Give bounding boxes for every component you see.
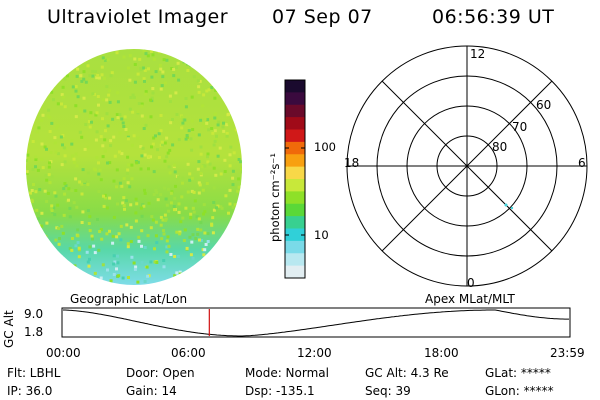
info-gc-alt: GC Alt: 4.3 Re bbox=[365, 366, 449, 380]
info-seq: Seq: 39 bbox=[365, 384, 411, 398]
colorbar-tick-10: 10 bbox=[314, 228, 329, 242]
polar-lat-60: 60 bbox=[536, 98, 552, 112]
polar-label-6: 6 bbox=[578, 156, 586, 170]
timeline-xtick-4: 23:59 bbox=[550, 346, 585, 360]
colorbar-swatch bbox=[285, 253, 305, 267]
colorbar-swatch bbox=[285, 166, 305, 180]
timeline-plot bbox=[61, 307, 571, 338]
colorbar-swatch bbox=[285, 179, 305, 192]
info-glat: GLat: ***** bbox=[485, 366, 551, 380]
colorbar-swatch bbox=[285, 117, 305, 130]
colorbar-swatch bbox=[285, 80, 305, 93]
timeline-xtick-2: 12:00 bbox=[297, 346, 332, 360]
timeline-xtick-1: 06:00 bbox=[171, 346, 206, 360]
polar-label-12: 12 bbox=[470, 47, 486, 61]
info-glon: GLon: ***** bbox=[485, 384, 554, 398]
colorbar-swatch bbox=[285, 129, 305, 143]
altitude-curve bbox=[63, 309, 569, 337]
timeline-ytick-max: 9.0 bbox=[24, 307, 44, 321]
timeline-ytick-min: 1.8 bbox=[24, 325, 44, 339]
colorbar-swatch bbox=[285, 141, 305, 155]
colorbar-swatch bbox=[285, 154, 305, 168]
colorbar-swatch bbox=[285, 216, 305, 229]
instrument-title: Ultraviolet Imager bbox=[47, 6, 229, 28]
timeline-right-title: Apex MLat/MLT bbox=[425, 292, 515, 306]
info-dsp: Dsp: -135.1 bbox=[245, 384, 315, 398]
timeline-xtick-0: 00:00 bbox=[46, 346, 81, 360]
colorbar-swatch bbox=[285, 203, 305, 217]
timeline-xtick-3: 18:00 bbox=[424, 346, 459, 360]
colorbar-unit-label: photon cm⁻²s⁻¹ bbox=[268, 153, 282, 242]
polar-lat-70: 70 bbox=[512, 120, 528, 134]
colorbar-swatch bbox=[285, 92, 305, 106]
colorbar-swatch bbox=[285, 191, 305, 205]
info-door: Door: Open bbox=[126, 366, 195, 380]
time-label: 06:56:39 UT bbox=[432, 6, 555, 28]
colorbar-swatch bbox=[285, 104, 305, 118]
info-gain: Gain: 14 bbox=[126, 384, 177, 398]
image-disk bbox=[26, 49, 242, 285]
colorbar-swatch bbox=[285, 265, 305, 279]
colorbar-swatch bbox=[285, 240, 305, 254]
info-mode: Mode: Normal bbox=[245, 366, 329, 380]
polar-label-0: 0 bbox=[467, 276, 475, 290]
polar-lat-80: 80 bbox=[492, 140, 508, 154]
colorbar-tick-100: 100 bbox=[314, 140, 336, 154]
timeline-frame bbox=[61, 307, 571, 338]
timeline-ylabel: GC Alt bbox=[2, 310, 16, 348]
date-label: 07 Sep 07 bbox=[272, 6, 373, 28]
colorbar-swatch bbox=[285, 228, 305, 242]
polar-plot bbox=[346, 45, 588, 287]
info-ip: IP: 36.0 bbox=[7, 384, 53, 398]
uv-image-panel bbox=[26, 49, 242, 285]
info-filter: Flt: LBHL bbox=[7, 366, 61, 380]
colorbar bbox=[284, 79, 306, 279]
timeline-left-title: Geographic Lat/Lon bbox=[70, 292, 188, 306]
polar-label-18: 18 bbox=[344, 156, 360, 170]
